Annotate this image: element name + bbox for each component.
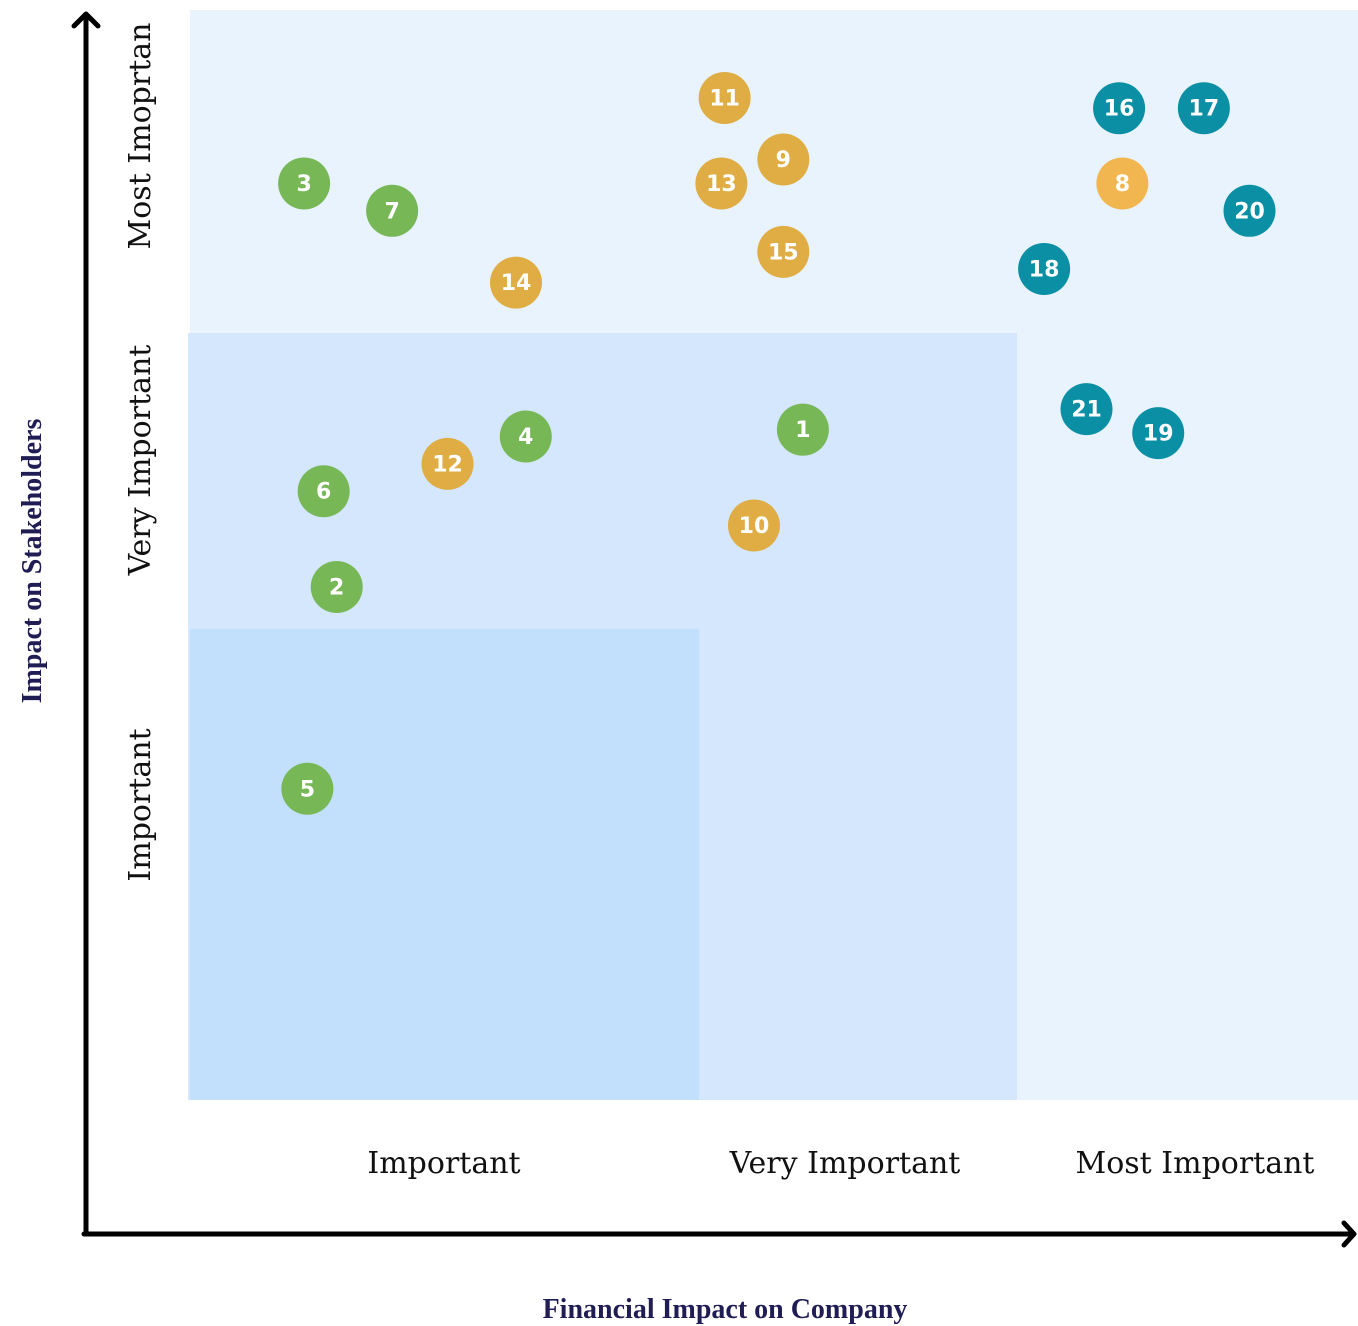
data-point-marker <box>490 256 542 309</box>
data-point-label: 4 <box>518 425 533 450</box>
data-point-marker <box>757 225 810 278</box>
data-point-label: 2 <box>329 576 344 601</box>
x-category-label-most-important: Most Important <box>1076 1146 1315 1181</box>
data-point-label: 19 <box>1143 422 1174 447</box>
data-point-label: 18 <box>1029 257 1060 282</box>
data-point-label: 8 <box>1115 172 1130 197</box>
data-point-4: 4 <box>499 410 552 463</box>
data-point-19: 19 <box>1132 407 1185 460</box>
data-point-marker <box>281 762 334 815</box>
data-point-marker <box>278 157 331 210</box>
data-point-label: 10 <box>739 514 770 539</box>
data-point-7: 7 <box>366 184 419 237</box>
data-point-marker <box>310 561 363 613</box>
data-point-label: 16 <box>1104 97 1135 122</box>
data-point-6: 6 <box>297 465 350 518</box>
x-category-label-very-important: Very Important <box>729 1146 961 1181</box>
data-point-label: 15 <box>768 240 799 265</box>
y-category-label-very-important: Very Important <box>123 345 158 577</box>
data-point-marker <box>776 403 829 456</box>
importance-zones <box>188 10 1358 1100</box>
data-point-13: 13 <box>695 157 748 210</box>
y-category-labels: Important Very Important Most Imoprtan <box>123 23 158 882</box>
data-point-label: 3 <box>296 172 311 197</box>
data-point-label: 7 <box>384 199 399 224</box>
data-point-21: 21 <box>1060 383 1113 436</box>
data-point-16: 16 <box>1093 82 1146 135</box>
data-point-marker <box>1132 407 1185 460</box>
zone-important <box>190 629 699 1100</box>
data-point-10: 10 <box>727 499 780 552</box>
data-point-marker <box>1060 383 1113 436</box>
data-point-17: 17 <box>1177 82 1230 135</box>
data-point-5: 5 <box>281 762 334 815</box>
data-point-label: 12 <box>432 452 463 477</box>
data-point-20: 20 <box>1223 184 1276 237</box>
axes <box>71 11 1357 1248</box>
data-point-marker <box>1096 157 1149 210</box>
data-point-marker <box>727 499 780 552</box>
data-point-label: 21 <box>1071 398 1102 423</box>
data-point-3: 3 <box>278 157 331 210</box>
y-category-label-most-important: Most Imoprtan <box>123 23 158 250</box>
data-point-18: 18 <box>1018 242 1071 295</box>
x-axis-arrow-icon <box>1341 1220 1357 1248</box>
data-point-marker <box>757 133 810 186</box>
data-point-label: 17 <box>1189 97 1220 122</box>
x-axis-title: Financial Impact on Company <box>543 1294 908 1325</box>
data-point-2: 2 <box>310 561 363 613</box>
data-point-14: 14 <box>490 256 542 309</box>
data-point-marker <box>366 184 419 237</box>
data-point-marker <box>1093 82 1146 135</box>
y-category-label-important: Important <box>123 728 158 881</box>
data-point-label: 5 <box>300 777 315 802</box>
data-point-11: 11 <box>698 71 751 124</box>
data-point-label: 1 <box>795 418 810 443</box>
data-point-12: 12 <box>421 437 474 490</box>
data-point-9: 9 <box>757 133 810 186</box>
data-point-label: 6 <box>316 480 331 505</box>
data-point-marker <box>297 465 350 518</box>
data-point-marker <box>1223 184 1276 237</box>
data-point-marker <box>499 410 552 463</box>
data-point-8: 8 <box>1096 157 1149 210</box>
data-point-marker <box>695 157 748 210</box>
data-point-marker <box>698 71 751 124</box>
x-category-label-important: Important <box>367 1146 520 1181</box>
data-point-label: 20 <box>1234 199 1265 224</box>
data-point-label: 14 <box>501 271 532 296</box>
x-category-labels: Important Very Important Most Important <box>367 1146 1314 1181</box>
y-axis-arrow-icon <box>71 11 101 29</box>
data-point-label: 9 <box>776 148 791 173</box>
data-point-label: 11 <box>709 86 740 111</box>
data-point-1: 1 <box>776 403 829 456</box>
data-point-marker <box>1018 242 1071 295</box>
data-point-marker <box>421 437 474 490</box>
data-point-15: 15 <box>757 225 810 278</box>
data-point-label: 13 <box>706 172 737 197</box>
y-axis-title: Impact on Stakeholders <box>17 419 48 704</box>
data-point-marker <box>1177 82 1230 135</box>
